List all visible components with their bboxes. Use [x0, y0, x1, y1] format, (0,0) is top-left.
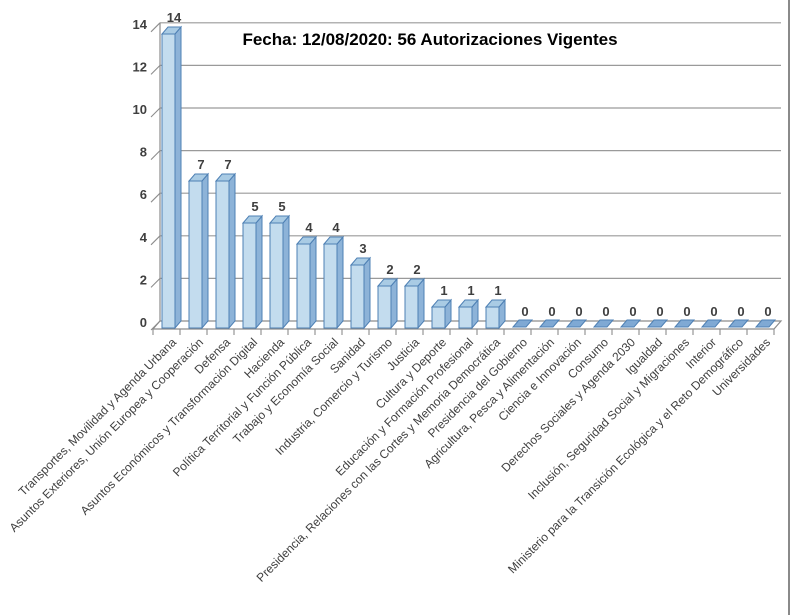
y-tick-label: 6: [140, 187, 147, 202]
bar-side-face: [174, 25, 182, 330]
bar: [377, 285, 392, 329]
y-tick: [150, 235, 161, 246]
bar-side-face: [282, 214, 290, 330]
y-tick-label: 12: [133, 59, 147, 74]
bar-zero: [511, 319, 534, 328]
value-label: 0: [683, 304, 690, 319]
value-label: 4: [305, 220, 313, 235]
value-label: 1: [494, 283, 501, 298]
y-tick-label: 4: [140, 230, 148, 245]
value-label: 14: [167, 10, 182, 25]
y-tick-label: 10: [133, 102, 147, 117]
bar-zero: [565, 319, 588, 328]
bar-side-face: [336, 235, 344, 330]
y-tick: [150, 107, 161, 118]
value-label: 5: [251, 199, 258, 214]
value-label: 2: [386, 262, 393, 277]
category-label: Presidencia, Relaciones con las Cortes y…: [254, 335, 504, 585]
bar-zero: [673, 319, 696, 328]
value-label: 1: [440, 283, 447, 298]
bar-side-face: [255, 214, 263, 330]
value-label: 0: [629, 304, 636, 319]
y-tick: [150, 22, 161, 33]
value-label: 7: [197, 157, 204, 172]
y-tick: [150, 150, 161, 160]
bar: [188, 180, 203, 329]
bar-side-face: [417, 277, 425, 330]
y-tick: [150, 65, 161, 75]
value-label: 4: [332, 220, 340, 235]
y-tick-label: 8: [140, 145, 147, 160]
y-tick-label: 2: [140, 272, 147, 287]
bar: [242, 222, 257, 329]
bar-zero: [592, 319, 615, 328]
bar: [458, 306, 473, 329]
value-label: 3: [359, 241, 366, 256]
category-label: Asuntos Exteriores, Unión Europea y Coop…: [7, 335, 207, 535]
bar: [485, 306, 500, 329]
bar-side-face: [363, 256, 371, 330]
bar-side-face: [228, 172, 236, 330]
value-label: 2: [413, 262, 420, 277]
bar-zero: [538, 319, 561, 328]
bar-zero: [646, 319, 669, 328]
bar-side-face: [390, 277, 398, 330]
bar: [350, 264, 365, 329]
value-label: 0: [575, 304, 582, 319]
y-tick: [150, 278, 161, 288]
y-tick: [150, 320, 161, 331]
value-label: 1: [467, 283, 474, 298]
bar-zero: [754, 319, 777, 328]
bar-zero: [727, 319, 750, 328]
value-label: 0: [602, 304, 609, 319]
bar-side-face: [309, 235, 317, 330]
value-label: 5: [278, 199, 285, 214]
value-label: 0: [710, 304, 717, 319]
bar: [161, 33, 176, 329]
bar: [323, 243, 338, 329]
value-label: 7: [224, 157, 231, 172]
bar-side-face: [201, 172, 209, 330]
value-label: 0: [656, 304, 663, 319]
bar-zero: [619, 319, 642, 328]
bar: [404, 285, 419, 329]
y-tick-label: 14: [133, 17, 148, 32]
bar-zero: [700, 319, 723, 328]
y-tick: [150, 192, 161, 203]
value-label: 0: [548, 304, 555, 319]
category-label: Transportes, Movilidad y Agenda Urbana: [16, 335, 180, 499]
chart-title: Fecha: 12/08/2020: 56 Autorizaciones Vig…: [242, 30, 618, 49]
bar: [269, 222, 284, 329]
value-label: 0: [521, 304, 528, 319]
value-label: 0: [764, 304, 771, 319]
bar: [215, 180, 230, 329]
window-right-border: [788, 0, 790, 615]
bar: [431, 306, 446, 329]
value-label: 0: [737, 304, 744, 319]
bar: [296, 243, 311, 329]
y-tick-label: 0: [140, 315, 147, 330]
